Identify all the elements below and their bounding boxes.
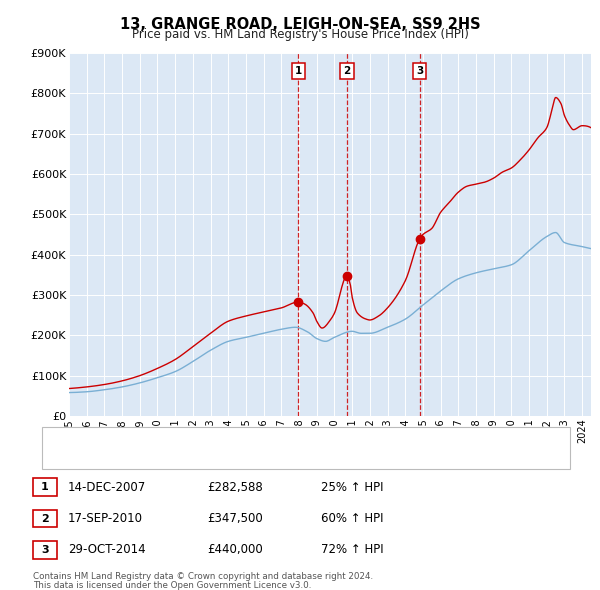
Text: HPI: Average price, semi-detached house, Southend-on-Sea: HPI: Average price, semi-detached house,… xyxy=(85,455,397,464)
Text: £347,500: £347,500 xyxy=(207,512,263,525)
Text: This data is licensed under the Open Government Licence v3.0.: This data is licensed under the Open Gov… xyxy=(33,581,311,590)
Text: 2: 2 xyxy=(343,66,350,76)
Text: 13, GRANGE ROAD, LEIGH-ON-SEA, SS9 2HS (semi-detached house): 13, GRANGE ROAD, LEIGH-ON-SEA, SS9 2HS (… xyxy=(85,435,439,444)
Text: 13, GRANGE ROAD, LEIGH-ON-SEA, SS9 2HS: 13, GRANGE ROAD, LEIGH-ON-SEA, SS9 2HS xyxy=(119,17,481,31)
Text: 3: 3 xyxy=(416,66,424,76)
Text: 1: 1 xyxy=(295,66,302,76)
Text: 29-OCT-2014: 29-OCT-2014 xyxy=(68,543,145,556)
Text: 2: 2 xyxy=(41,514,49,523)
Text: Price paid vs. HM Land Registry's House Price Index (HPI): Price paid vs. HM Land Registry's House … xyxy=(131,28,469,41)
Text: £440,000: £440,000 xyxy=(207,543,263,556)
Text: Contains HM Land Registry data © Crown copyright and database right 2024.: Contains HM Land Registry data © Crown c… xyxy=(33,572,373,581)
Text: 3: 3 xyxy=(41,545,49,555)
Text: 72% ↑ HPI: 72% ↑ HPI xyxy=(321,543,383,556)
Text: 25% ↑ HPI: 25% ↑ HPI xyxy=(321,481,383,494)
Text: 14-DEC-2007: 14-DEC-2007 xyxy=(68,481,146,494)
Text: 60% ↑ HPI: 60% ↑ HPI xyxy=(321,512,383,525)
Text: 17-SEP-2010: 17-SEP-2010 xyxy=(68,512,143,525)
Text: £282,588: £282,588 xyxy=(207,481,263,494)
Text: 1: 1 xyxy=(41,483,49,492)
